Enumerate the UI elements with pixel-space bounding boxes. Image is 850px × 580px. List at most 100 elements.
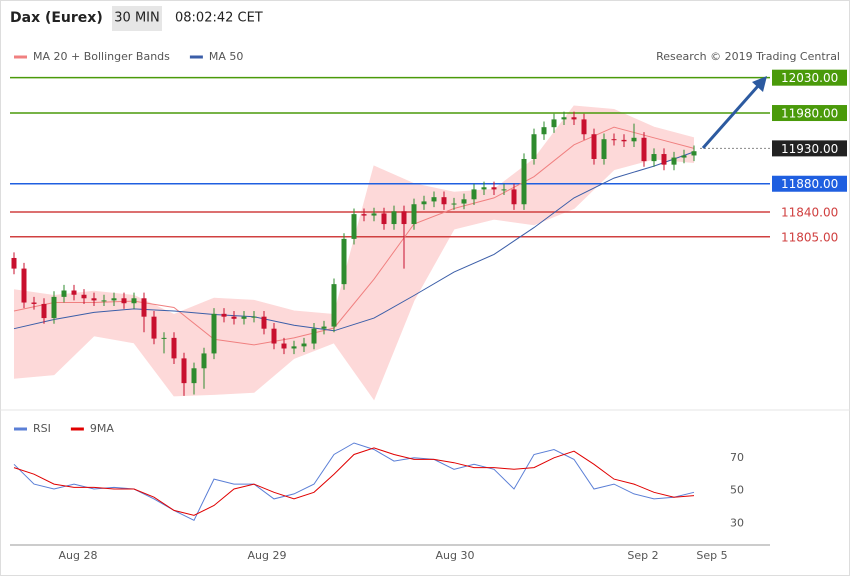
candle-body <box>371 213 377 216</box>
candle-body <box>201 353 207 369</box>
candle-body <box>641 137 647 162</box>
candle-body <box>651 154 657 162</box>
candle-body <box>481 187 487 190</box>
legend-label: RSI <box>33 422 51 435</box>
candle-body <box>161 337 167 339</box>
candle-body <box>171 337 177 359</box>
candle-body <box>431 197 437 202</box>
band-lower <box>13 158 695 401</box>
candle-body <box>21 268 27 303</box>
x-tick-label: Aug 28 <box>59 549 98 562</box>
candle-body <box>151 316 157 339</box>
rsi-line <box>13 442 695 521</box>
candle-body <box>621 139 627 142</box>
candle-body <box>31 302 37 304</box>
level-label: 11805.00 <box>781 230 838 244</box>
y-tick-label: 70 <box>730 451 744 464</box>
candle-body <box>111 298 117 301</box>
candle-body <box>391 211 397 225</box>
candle-body <box>61 290 67 297</box>
candle-body <box>131 298 137 304</box>
arrow-head <box>752 76 767 92</box>
candle-body <box>521 158 527 205</box>
candle-body <box>551 119 557 128</box>
candle-body <box>141 298 147 317</box>
candle-body <box>101 300 107 302</box>
level-label: 11930.00 <box>781 142 838 156</box>
candle-body <box>571 117 577 120</box>
candle-body <box>661 154 667 165</box>
level-label: 12030.00 <box>781 71 838 85</box>
level-label: 11980.00 <box>781 107 838 121</box>
candle-body <box>541 127 547 135</box>
y-tick-label: 50 <box>730 484 744 497</box>
candle-body <box>581 119 587 135</box>
plot-layer: Aug 28 Aug 29 Aug 30 Sep 2 Sep 5 MA 20 + Boll… <box>11 50 744 562</box>
candle-body <box>331 284 337 327</box>
levels-layer: 12030.00 11980.00 11930.00 11880.00 11840.00… <box>10 69 847 244</box>
interval: 30 MIN <box>114 11 159 26</box>
level-label-box <box>772 105 847 122</box>
candle-body <box>631 137 637 142</box>
time: 08:02:42 CET <box>175 11 263 26</box>
moving-average <box>13 126 695 346</box>
candle-body <box>311 328 317 344</box>
x-tick-label: Aug 29 <box>248 549 287 562</box>
credit: Research © 2019 Trading Central <box>656 50 840 63</box>
rsi-line <box>13 447 695 516</box>
candle-body <box>411 204 417 225</box>
candle-body <box>301 343 307 347</box>
candle-body <box>381 213 387 225</box>
candle-body <box>261 316 267 329</box>
candle-body <box>491 187 497 190</box>
candle-body <box>211 313 217 354</box>
candle-body <box>611 139 617 141</box>
candle-body <box>681 155 687 158</box>
moving-average <box>13 151 695 332</box>
candle-body <box>671 157 677 165</box>
candle-body <box>531 134 537 159</box>
candle-body <box>321 326 327 329</box>
candle-body <box>281 343 287 349</box>
level-label: 11880.00 <box>781 177 838 191</box>
candle-body <box>191 368 197 384</box>
candle-body <box>351 214 357 239</box>
candle-body <box>601 139 607 159</box>
interval-box <box>112 6 162 31</box>
candle-body <box>511 189 517 205</box>
candle-body <box>41 303 47 319</box>
candle-body <box>91 298 97 301</box>
candle-body <box>71 290 77 295</box>
candle-body <box>11 257 17 269</box>
candle-body <box>561 117 567 120</box>
candle-body <box>471 189 477 200</box>
legend-label: MA 50 <box>209 50 244 63</box>
candle-body <box>221 313 227 317</box>
candle-body <box>441 197 447 205</box>
candle-body <box>81 294 87 299</box>
candle-body <box>451 203 457 205</box>
candle-body <box>501 189 507 191</box>
candle-body <box>291 346 297 349</box>
level-label-box <box>772 69 847 86</box>
x-tick-label: Sep 2 <box>627 549 658 562</box>
forecast-arrow <box>701 85 760 149</box>
candle-body <box>421 201 427 205</box>
candle-body <box>691 151 697 156</box>
level-label-box <box>772 140 847 157</box>
candle-body <box>341 238 347 285</box>
y-tick-label: 30 <box>730 517 744 530</box>
level-label: 11840.00 <box>781 206 838 220</box>
candle-body <box>251 316 257 318</box>
candle-body <box>271 328 277 344</box>
candle-body <box>231 316 237 319</box>
candle-body <box>241 316 247 319</box>
candle-body <box>461 199 467 204</box>
legend-label: 9MA <box>90 422 114 435</box>
candle-body <box>51 296 57 319</box>
candle-body <box>401 211 407 225</box>
candle-body <box>361 214 367 216</box>
